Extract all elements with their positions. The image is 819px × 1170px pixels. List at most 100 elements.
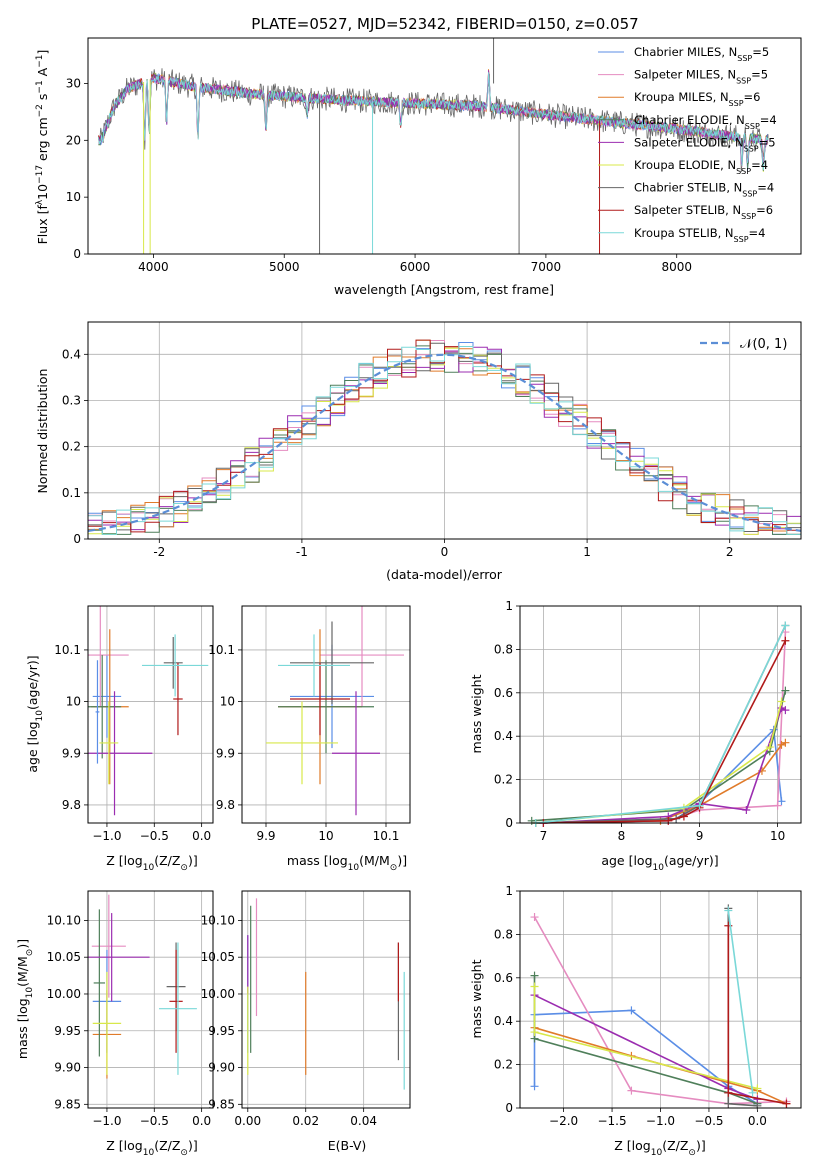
- x-tick-label: −1.0: [646, 1114, 675, 1128]
- y-tick-label: 9.85: [54, 1097, 81, 1111]
- axes-frame: [87, 37, 802, 255]
- x-axis-label-part: Z [log: [106, 1138, 142, 1153]
- axes-frame: [241, 890, 411, 1109]
- y-axis-label: mass weight: [469, 674, 484, 753]
- y-tick-label: 10.05: [201, 950, 235, 964]
- x-axis-label-part: (age/yr)]: [664, 853, 719, 868]
- y-axis-label-part: (age/yr)]: [25, 655, 40, 710]
- x-axis-label: E(B-V): [328, 1138, 367, 1153]
- y-tick-label: 10.00: [47, 987, 81, 1001]
- x-tick-label: 0.0: [748, 1114, 767, 1128]
- y-tick-label: 9.85: [208, 1097, 235, 1111]
- y-tick-label: 0.1: [62, 486, 81, 500]
- weight-marker: [742, 805, 751, 814]
- axes-frame: [519, 605, 802, 824]
- y-tick-label: 0: [73, 532, 81, 546]
- y-tick-label: 10.05: [47, 950, 81, 964]
- y-axis-label: Normed distribution: [35, 369, 50, 494]
- legend-label: Chabrier STELIB, NSSP=4: [634, 181, 774, 199]
- y-axis-label-part: −17: [35, 165, 45, 184]
- weight-marker: [724, 1099, 733, 1108]
- y-axis-label-part: ]: [35, 50, 50, 55]
- x-axis-label-part: 10: [651, 1148, 663, 1158]
- chart-residuals: -2 -1 0 1 2 0 0.1 0.2 0.3 0.4 𝒩(0, 1) (data-model)/…: [35, 321, 802, 582]
- weight-marker: [773, 801, 782, 810]
- weight-marker: [530, 971, 539, 980]
- y-axis-label-part: ⊙: [25, 949, 35, 957]
- x-axis-label: Z [log10(Z/Z⊙)]: [106, 1138, 197, 1158]
- x-axis-label: mass [log10(M/M⊙)]: [287, 853, 407, 873]
- legend-label: Kroupa MILES, NSSP=6: [634, 90, 760, 108]
- legend-label-part: Chabrier MILES, N: [634, 45, 737, 59]
- weight-marker: [679, 812, 688, 821]
- y-tick-label: 0.8: [494, 642, 513, 656]
- x-tick-label: -2: [153, 545, 165, 559]
- x-axis-label-part: mass [log: [287, 853, 348, 868]
- x-tick-label: 7000: [531, 260, 562, 274]
- y-tick-label: 9.8: [62, 798, 81, 812]
- weight-marker: [695, 801, 704, 810]
- legend-label-part: Salpeter MILES, N: [634, 68, 736, 82]
- chart-mass-vs-Z: −1.0 −0.5 0.0 9.85 9.90 9.95 10.00 10.05 10.10 Z …: [15, 890, 214, 1158]
- legend-label: Salpeter STELIB, NSSP=6: [634, 203, 773, 221]
- legend-label: Salpeter MILES, NSSP=5: [634, 68, 768, 86]
- legend-label-part: SSP: [744, 144, 759, 153]
- x-axis-label-part: 10: [143, 863, 155, 873]
- y-axis-label: age [log10(age/yr)]: [25, 655, 45, 772]
- x-axis-label-part: (Z/Z: [154, 1138, 180, 1153]
- x-axis-label-part: 10: [348, 863, 360, 873]
- weight-marker: [530, 1082, 539, 1091]
- y-axis-label: mass [log10(M/M⊙)]: [15, 939, 35, 1059]
- y-tick-label: 0.4: [494, 1014, 513, 1028]
- y-tick-label: 0.6: [494, 686, 513, 700]
- x-axis-label-part: )]: [696, 1138, 706, 1153]
- y-tick-label: 0.2: [494, 773, 513, 787]
- y-tick-label: 0.3: [62, 393, 81, 407]
- y-tick-label: 30: [66, 76, 81, 90]
- x-tick-label: −1.0: [92, 829, 121, 843]
- histogram-series: [88, 346, 801, 535]
- legend-label: Chabrier ELODIE, NSSP=4: [634, 113, 777, 131]
- x-axis-label: age [log10(age/yr)]: [601, 853, 718, 873]
- y-tick-label: 0.8: [494, 927, 513, 941]
- x-axis-label-part: ⊙: [688, 1148, 696, 1158]
- x-tick-label: 4000: [138, 260, 169, 274]
- x-axis-label-part: (Z/Z: [154, 853, 180, 868]
- y-tick-label: 10: [220, 695, 235, 709]
- legend-label-part: SSP: [745, 121, 760, 130]
- x-tick-label: 8000: [661, 260, 692, 274]
- y-tick-label: 0.6: [494, 971, 513, 985]
- y-axis-label-part: 10: [35, 710, 45, 722]
- y-tick-label: 10.00: [201, 987, 235, 1001]
- y-axis-label-part: erg cm: [35, 117, 50, 165]
- y-tick-label: 10.10: [201, 913, 235, 927]
- y-axis-label-part: −2: [35, 104, 45, 117]
- legend-label-part: =5: [759, 135, 776, 149]
- x-axis-label-part: ⊙: [180, 1148, 188, 1158]
- weight-marker: [781, 706, 790, 715]
- weight-marker: [781, 621, 790, 630]
- y-tick-label: 9.8: [216, 798, 235, 812]
- x-tick-label: 5000: [269, 260, 300, 274]
- weight-marker: [724, 1088, 733, 1097]
- x-tick-label: 6000: [400, 260, 431, 274]
- y-tick-label: 0: [505, 816, 513, 830]
- x-tick-label: 8: [618, 829, 626, 843]
- y-tick-label: 9.9: [216, 746, 235, 760]
- y-axis-label-part: age [log: [25, 721, 40, 772]
- legend-label-part: SSP: [742, 189, 757, 198]
- x-tick-label: −0.5: [140, 1114, 169, 1128]
- legend-label: Kroupa STELIB, NSSP=4: [634, 226, 765, 244]
- x-axis-label-part: 10: [143, 1148, 155, 1158]
- weight-marker: [530, 913, 539, 922]
- legend-label-part: Salpeter STELIB, N: [634, 203, 741, 217]
- x-tick-label: −1.5: [597, 1114, 626, 1128]
- weight-marker: [627, 1086, 636, 1095]
- x-tick-label: 9: [696, 829, 704, 843]
- x-tick-label: 1: [583, 545, 591, 559]
- x-axis-label-part: Z [log: [106, 853, 142, 868]
- x-axis-label: (data-model)/error: [386, 567, 503, 582]
- legend-label: Salpeter ELODIE, NSSP=5: [634, 135, 776, 153]
